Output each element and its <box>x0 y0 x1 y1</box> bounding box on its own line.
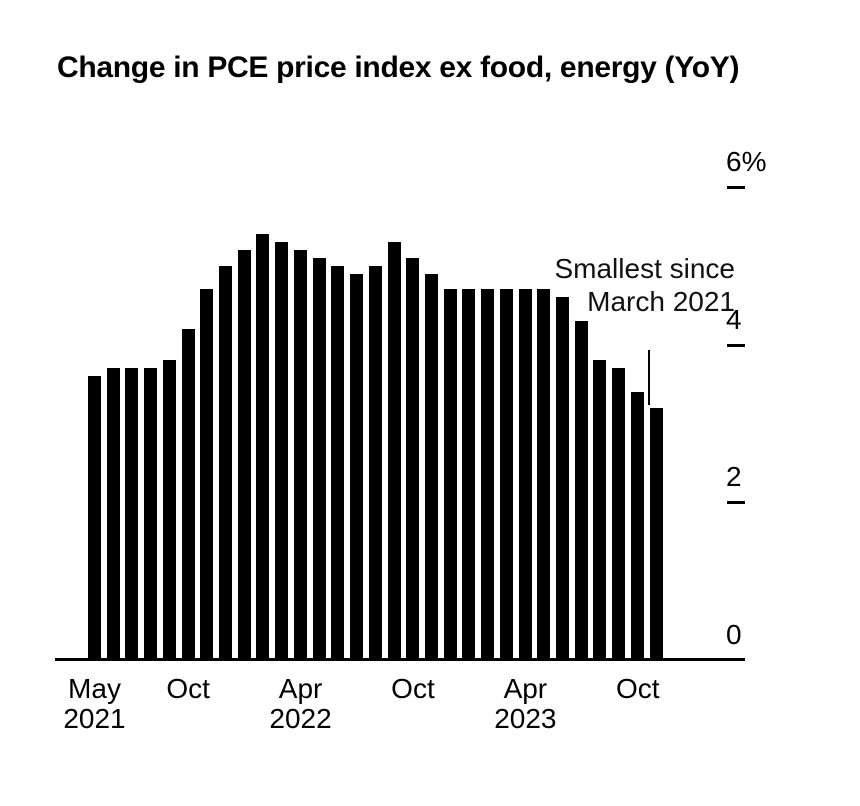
bar-feb-2022 <box>256 234 270 660</box>
bar-jun-2023 <box>555 297 569 660</box>
y-axis-tick-4 <box>727 343 745 347</box>
x-axis-label-year-2023: 2023 <box>494 703 557 734</box>
y-axis-tick-2 <box>727 501 745 505</box>
bar-jul-2022 <box>350 273 364 660</box>
bar-dec-2021 <box>219 265 233 660</box>
y-axis-label-4: 4 <box>726 303 742 335</box>
bar-aug-2022 <box>368 265 382 660</box>
bar-jul-2021 <box>125 368 139 660</box>
bar-nov-2022 <box>424 273 438 660</box>
bars-container <box>88 187 663 660</box>
bar-apr-2022 <box>293 250 307 660</box>
x-axis-label-month-5: Oct <box>166 673 210 704</box>
bar-aug-2023 <box>593 360 607 660</box>
bar-oct-2023 <box>630 391 644 660</box>
bar-aug-2021 <box>144 368 158 660</box>
bar-feb-2023 <box>481 289 495 660</box>
bar-sep-2022 <box>387 242 401 660</box>
bar-may-2022 <box>312 257 326 660</box>
bar-may-2021 <box>88 376 101 660</box>
bar-jul-2023 <box>574 321 588 660</box>
y-axis-label-0: 0 <box>726 619 742 650</box>
bar-dec-2022 <box>443 289 457 660</box>
bar-nov-2023 <box>649 407 663 660</box>
x-axis-label-month-23: Apr <box>503 673 548 704</box>
bar-sep-2023 <box>612 368 626 660</box>
y-axis-label-6: 6% <box>726 146 767 177</box>
bar-nov-2021 <box>200 289 214 660</box>
x-axis-label-month-11: Apr <box>278 673 323 704</box>
annotation-line1: Smallest since <box>554 253 735 284</box>
bar-apr-2023 <box>518 289 532 660</box>
bar-oct-2022 <box>406 257 420 660</box>
x-axis-label-month-17: Oct <box>391 673 435 704</box>
bar-jun-2021 <box>106 368 120 660</box>
bar-mar-2022 <box>275 242 289 660</box>
bar-sep-2021 <box>162 360 176 660</box>
y-axis-tick-6 <box>727 186 745 189</box>
chart-title: Change in PCE price index ex food, energ… <box>57 51 740 84</box>
annotation: Smallest since March 2021 <box>554 252 735 318</box>
bar-jan-2023 <box>462 289 476 660</box>
x-axis-label-month-0: May <box>68 673 121 704</box>
y-axis-label-2: 2 <box>726 461 742 493</box>
bar-jun-2022 <box>331 265 345 660</box>
bar-oct-2021 <box>181 328 195 660</box>
x-axis-label-year-2022: 2022 <box>269 703 332 734</box>
x-axis-label-year-2021: 2021 <box>63 703 126 734</box>
x-axis-label-month-29: Oct <box>615 673 660 704</box>
annotation-line2: March 2021 <box>587 286 735 317</box>
annotation-pointer-line <box>648 350 650 405</box>
x-axis-line <box>55 658 745 661</box>
bar-mar-2023 <box>499 289 513 660</box>
bar-may-2023 <box>537 289 551 660</box>
bar-jan-2022 <box>237 250 251 660</box>
